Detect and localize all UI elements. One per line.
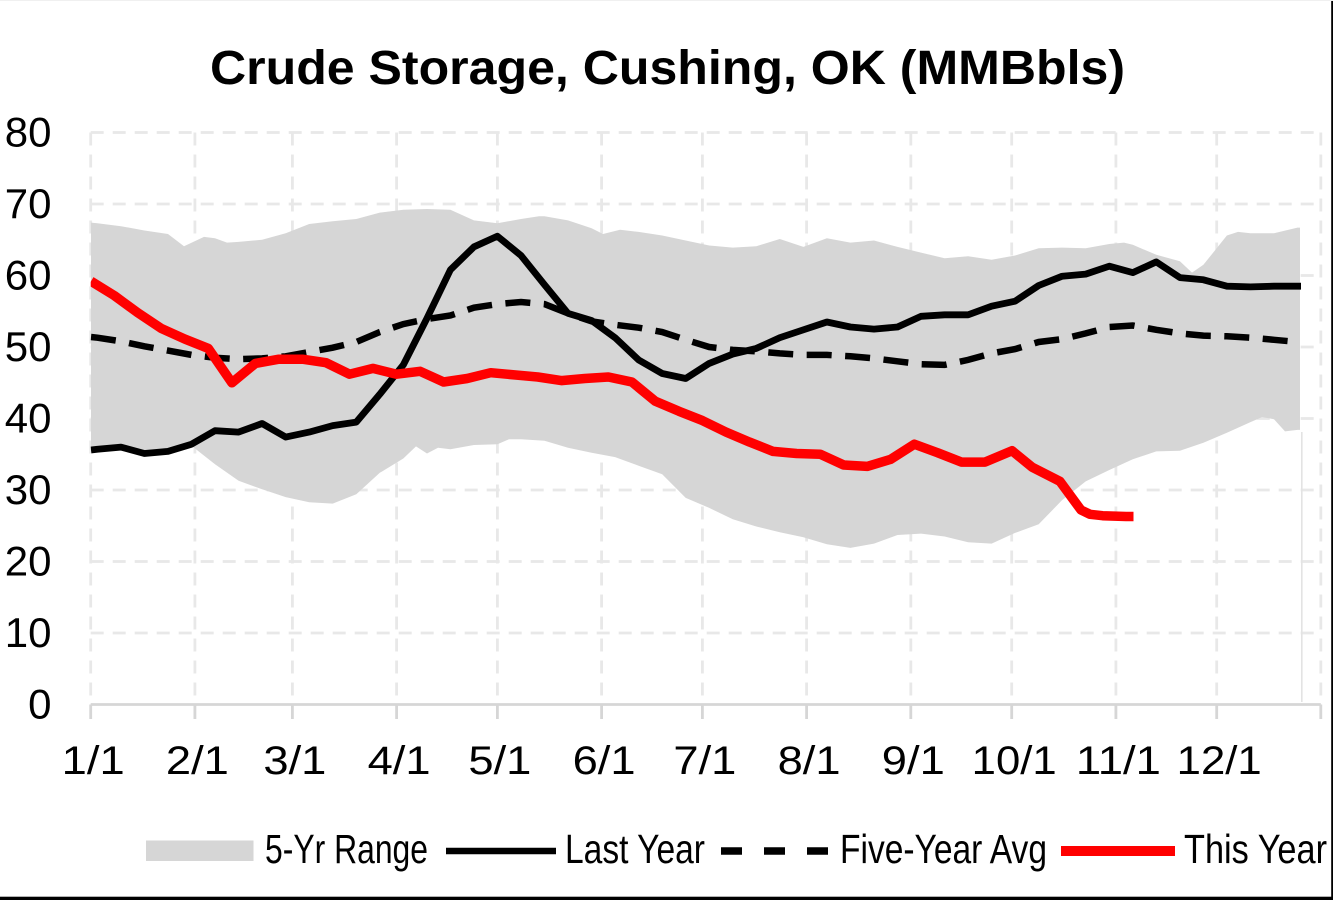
svg-text:10/1: 10/1	[972, 739, 1057, 783]
svg-text:Five-Year Avg: Five-Year Avg	[840, 826, 1047, 872]
svg-text:4/1: 4/1	[368, 739, 431, 783]
svg-text:1/1: 1/1	[62, 739, 125, 783]
svg-text:3/1: 3/1	[263, 739, 326, 783]
svg-text:5-Yr Range: 5-Yr Range	[265, 826, 428, 872]
svg-text:9/1: 9/1	[882, 739, 945, 783]
svg-text:0: 0	[28, 680, 51, 727]
svg-text:5/1: 5/1	[468, 739, 531, 783]
svg-text:12/1: 12/1	[1177, 739, 1262, 783]
svg-text:6/1: 6/1	[573, 739, 636, 783]
svg-text:Crude Storage, Cushing, OK (MM: Crude Storage, Cushing, OK (MMBbls)	[210, 42, 1125, 95]
svg-text:20: 20	[5, 537, 52, 584]
svg-text:2/1: 2/1	[166, 739, 229, 783]
svg-text:10: 10	[5, 609, 52, 656]
svg-text:40: 40	[5, 394, 52, 441]
svg-text:8/1: 8/1	[778, 739, 841, 783]
svg-text:60: 60	[5, 251, 52, 298]
svg-text:Last Year: Last Year	[565, 826, 705, 872]
svg-text:This Year: This Year	[1184, 826, 1327, 872]
svg-text:7/1: 7/1	[673, 739, 736, 783]
svg-text:11/1: 11/1	[1076, 739, 1161, 783]
svg-text:80: 80	[5, 108, 52, 155]
svg-text:50: 50	[5, 323, 52, 370]
svg-text:30: 30	[5, 466, 52, 513]
svg-text:70: 70	[5, 180, 52, 227]
